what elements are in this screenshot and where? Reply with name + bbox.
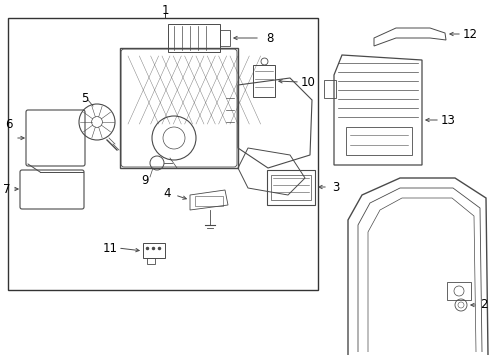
Bar <box>120 48 238 168</box>
Text: 1: 1 <box>161 4 169 17</box>
Text: 10: 10 <box>300 76 316 89</box>
Text: 9: 9 <box>141 174 149 186</box>
Bar <box>346 127 412 155</box>
Bar <box>8 18 318 290</box>
Text: 2: 2 <box>480 298 488 311</box>
Text: 11: 11 <box>102 242 118 255</box>
Text: 7: 7 <box>3 183 11 195</box>
Bar <box>143 243 165 258</box>
Bar <box>147 258 155 264</box>
Text: 6: 6 <box>5 117 13 131</box>
Bar <box>271 175 311 200</box>
Bar <box>220 30 230 46</box>
Text: 8: 8 <box>266 32 274 45</box>
Bar <box>195 196 223 206</box>
Bar <box>267 170 315 205</box>
Text: 12: 12 <box>463 27 477 41</box>
Bar <box>447 282 471 300</box>
Text: 4: 4 <box>163 186 171 199</box>
Text: 3: 3 <box>332 180 340 194</box>
Bar <box>168 24 220 52</box>
Bar <box>253 65 275 97</box>
Text: 13: 13 <box>441 113 455 126</box>
Bar <box>324 80 336 98</box>
Text: 5: 5 <box>81 91 89 104</box>
